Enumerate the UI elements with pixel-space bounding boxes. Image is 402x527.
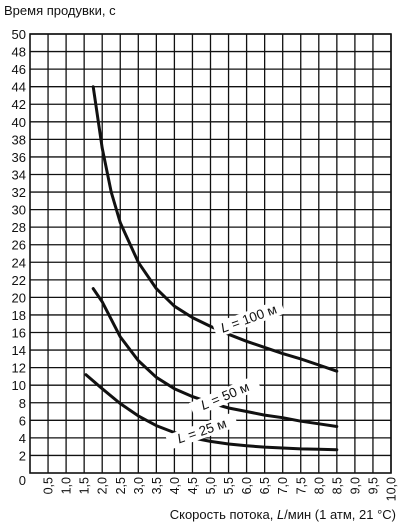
- x-tick-label: 8,5: [330, 477, 344, 494]
- y-tick-label: 24: [12, 255, 26, 270]
- y-tick-label: 12: [12, 361, 26, 376]
- x-tick-label: 5,5: [222, 477, 236, 494]
- x-tick-label: 1,5: [78, 477, 92, 494]
- x-tick-label: 2,0: [96, 477, 110, 494]
- x-tick-label: 3,5: [150, 477, 164, 494]
- plot-frame: [29, 33, 392, 474]
- y-tick-label: 42: [12, 97, 26, 112]
- y-tick-label: 14: [12, 343, 26, 358]
- x-tick-labels: 0,5 1,0 1,5 2,0 2,5 3,0 3,5 4,0 4,5 5,0 5,5 6,0 6,5 7…: [42, 477, 399, 501]
- y-tick-label: 32: [12, 185, 26, 200]
- y-tick-label: 28: [12, 220, 26, 235]
- y-tick-label: 8: [19, 396, 26, 411]
- y-tick-label: 36: [12, 150, 26, 165]
- y-tick-label: 34: [12, 167, 26, 182]
- series-line: [84, 373, 339, 452]
- series-label-background: [212, 299, 286, 338]
- x-tick-label: 10,0: [385, 477, 399, 501]
- y-tick-label: 16: [12, 326, 26, 341]
- y-tick-label: 50: [12, 27, 26, 42]
- y-tick-label: 20: [12, 290, 26, 305]
- y-tick-label: 40: [12, 115, 26, 130]
- x-tick-label: 4,0: [168, 477, 182, 494]
- x-tick-label: 6,5: [258, 477, 272, 494]
- x-tick-label: 8,0: [312, 477, 326, 494]
- y-tick-label: 38: [12, 132, 26, 147]
- x-tick-label: 1,0: [60, 477, 74, 494]
- y-tick-label: 6: [19, 413, 26, 428]
- series-labels: L = 100 мL = 50 мL = 25 м: [165, 299, 286, 450]
- y-tick-label: 2: [19, 448, 26, 463]
- y-tick-labels: 2468101214161820222426283032343638404244…: [12, 27, 26, 488]
- x-tick-label: 4,5: [186, 477, 200, 494]
- y-tick-label: 22: [12, 273, 26, 288]
- series-label: L = 100 м: [219, 302, 279, 336]
- x-tick-label: 7,0: [276, 477, 290, 494]
- y-tick-label: 48: [12, 45, 26, 60]
- y-tick-label: 10: [12, 378, 26, 393]
- x-tick-label: 6,0: [240, 477, 254, 494]
- x-tick-label: 3,0: [132, 477, 146, 494]
- x-tick-label: 2,5: [114, 477, 128, 494]
- series-label-background: [165, 412, 239, 450]
- x-tick-label: 0,5: [42, 477, 56, 494]
- origin-tick-label: 0: [19, 473, 26, 488]
- series-line: [91, 85, 339, 373]
- y-tick-label: 30: [12, 203, 26, 218]
- series-label-background: [188, 375, 262, 417]
- x-axis-title-variable: L: [276, 507, 285, 522]
- y-tick-label: 26: [12, 238, 26, 253]
- y-axis-title: Время продувки, с: [4, 3, 116, 18]
- x-tick-label: 9,0: [348, 477, 362, 494]
- x-tick-label: 7,5: [294, 477, 308, 494]
- y-tick-label: 4: [19, 431, 26, 446]
- x-tick-label: 5,0: [204, 477, 218, 494]
- y-tick-label: 46: [12, 62, 26, 77]
- x-axis-title-prefix: Скорость потока,: [169, 507, 277, 522]
- y-tick-label: 18: [12, 308, 26, 323]
- x-axis-title-suffix: /мин (1 атм, 21 °C): [284, 507, 396, 522]
- y-tick-label: 44: [12, 80, 26, 95]
- x-tick-label: 9,5: [366, 477, 380, 494]
- x-axis-title: Скорость потока, L/мин (1 атм, 21 °C): [0, 507, 402, 522]
